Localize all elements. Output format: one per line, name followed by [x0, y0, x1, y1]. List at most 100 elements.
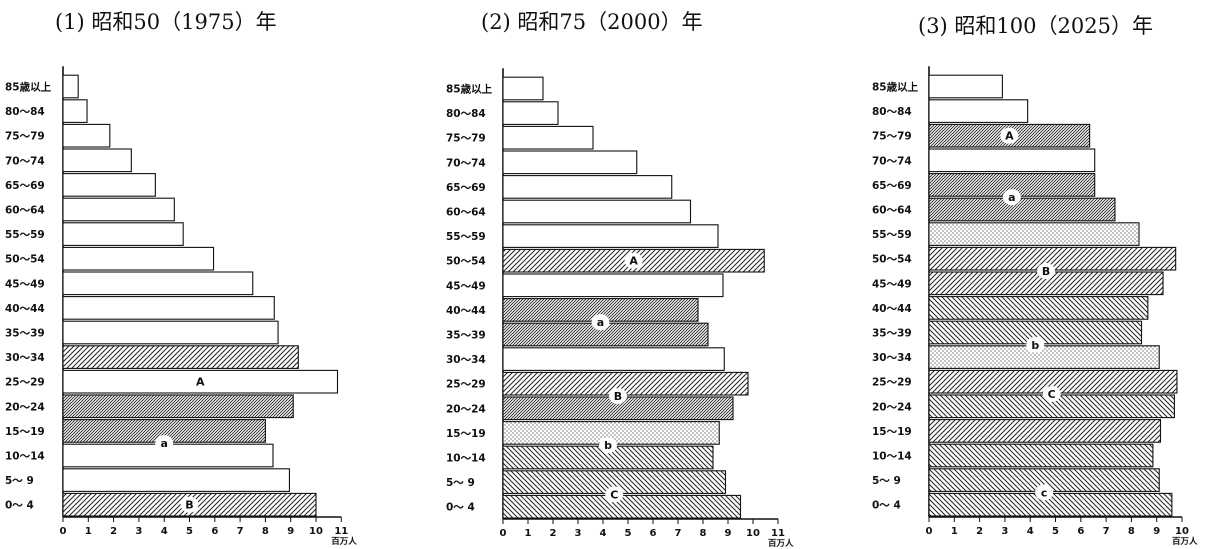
age-label: 55～59 [872, 229, 912, 241]
age-label: 0～ 4 [872, 500, 901, 512]
x-tick-label: 2 [550, 528, 557, 539]
annotation-badge [155, 435, 174, 452]
x-tick-label: 0 [926, 526, 933, 537]
bar-18 [62, 74, 79, 99]
age-label: 30～34 [446, 354, 486, 366]
bar-10 [502, 273, 724, 298]
x-tick-label: 6 [211, 526, 218, 537]
age-label: 75～79 [446, 133, 486, 145]
annotation-badge [1000, 127, 1019, 144]
x-tick-label: 9 [1153, 526, 1160, 537]
x-tick-label: 8 [700, 528, 707, 539]
age-label: 15～19 [872, 426, 912, 438]
age-label: 20～24 [5, 401, 45, 413]
x-tick-label: 3 [135, 526, 142, 537]
annotation-label: B [1042, 265, 1050, 278]
age-label: 20～24 [872, 401, 912, 413]
annotation-badge [605, 486, 624, 503]
age-label: 35～39 [872, 328, 912, 340]
age-label: 0～ 4 [446, 502, 475, 514]
age-label: 65～69 [872, 180, 912, 192]
bar-9 [62, 296, 275, 320]
x-tick-label: 1 [951, 526, 958, 537]
age-label: 45～49 [872, 278, 912, 290]
age-label: 40～44 [446, 305, 486, 317]
unit-label: 百万人 [768, 538, 794, 549]
bar-14 [62, 173, 156, 197]
age-label: 25～29 [446, 379, 486, 391]
age-label: 25～29 [872, 377, 912, 389]
x-tick-label: 6 [1077, 526, 1084, 537]
bar-7 [928, 345, 1160, 369]
annotation-label: c [1041, 486, 1048, 499]
annotation-badge [624, 252, 643, 269]
bar-17 [928, 99, 1029, 123]
annotation-badge [1035, 484, 1054, 501]
x-tick-label: 8 [262, 526, 269, 537]
annotation-badge [1026, 336, 1045, 353]
age-label: 20～24 [446, 403, 486, 415]
age-label: 50～54 [446, 256, 486, 268]
bar-2 [62, 468, 290, 492]
x-tick-label: 9 [725, 528, 732, 539]
bar-15 [502, 150, 638, 175]
bar-12 [928, 222, 1140, 246]
annotation-badge [591, 314, 610, 331]
x-tick-label: 11 [334, 526, 348, 537]
age-label: 70～74 [446, 157, 486, 169]
x-tick-label: 4 [600, 528, 607, 539]
age-label: 0～ 4 [5, 500, 34, 512]
x-tick-label: 5 [1052, 526, 1059, 537]
age-label: 60～64 [446, 207, 486, 219]
x-tick-label: 8 [1128, 526, 1135, 537]
x-tick-label: 2 [976, 526, 983, 537]
age-label: 80～84 [5, 106, 45, 118]
unit-label: 百万人 [1172, 536, 1198, 547]
bar-13 [502, 199, 692, 224]
age-label: 45～49 [5, 278, 45, 290]
age-label: 70～74 [5, 155, 45, 167]
age-label: 5～ 9 [446, 477, 475, 489]
unit-label: 百万人 [331, 536, 357, 547]
age-label: 15～19 [5, 426, 45, 438]
bar-16 [62, 123, 111, 148]
age-label: 10～14 [5, 451, 45, 463]
annotation-label: A [1005, 130, 1014, 143]
age-label: 85歳以上 [872, 81, 919, 94]
bar-8 [62, 320, 279, 345]
age-label: 40～44 [5, 303, 45, 315]
age-label: 45～49 [446, 280, 486, 292]
annotation-label: B [614, 390, 622, 403]
age-label: 60～64 [872, 205, 912, 217]
age-label: 85歳以上 [5, 81, 52, 94]
age-label: 50～54 [872, 254, 912, 266]
x-tick-label: 7 [1103, 526, 1110, 537]
annotation-badge [1002, 189, 1021, 206]
bar-18 [502, 76, 544, 101]
age-label: 10～14 [872, 451, 912, 463]
x-tick-label: 5 [186, 526, 193, 537]
annotation-badge [1042, 386, 1061, 402]
age-label: 55～59 [446, 231, 486, 243]
age-label: 65～69 [5, 180, 45, 192]
chart-title: (3) 昭和100（2025）年 [918, 14, 1153, 38]
age-label: 35～39 [5, 328, 45, 340]
x-tick-label: 10 [1175, 526, 1189, 537]
age-label: 5～ 9 [5, 475, 34, 487]
age-label: 15～19 [446, 428, 486, 440]
annotation-badge [180, 496, 199, 513]
x-tick-label: 7 [675, 528, 682, 539]
age-label: 75～79 [5, 131, 45, 143]
age-label: 50～54 [5, 254, 45, 266]
bar-7 [62, 345, 299, 369]
bar-9 [928, 296, 1149, 320]
annotation-label: b [1031, 339, 1039, 352]
annotation-label: a [160, 437, 167, 450]
x-tick-label: 6 [650, 528, 657, 539]
annotation-label: C [610, 488, 618, 501]
age-label: 25～29 [5, 377, 45, 389]
